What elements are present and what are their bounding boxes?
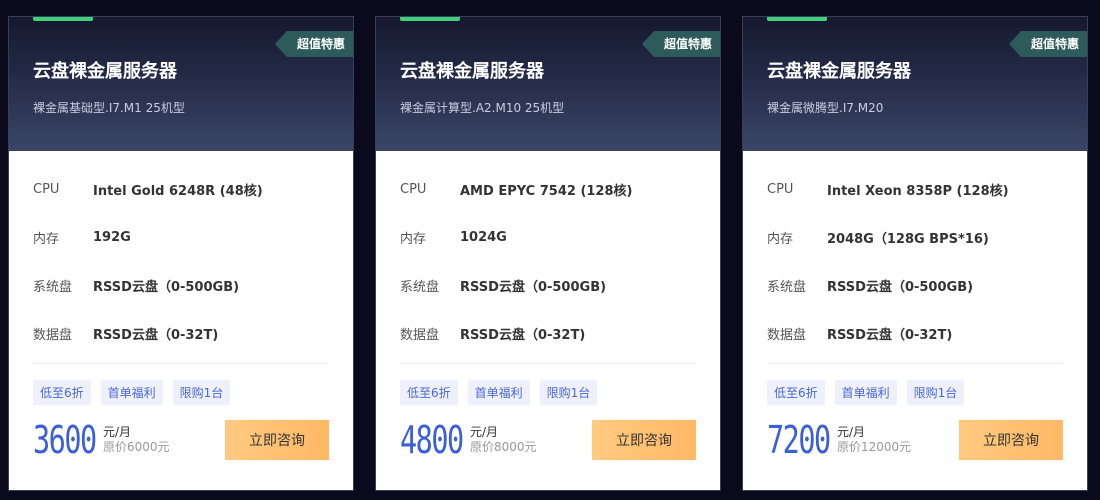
spec-label: 内存 — [400, 231, 427, 247]
promo-tag: 限购1台 — [539, 380, 598, 405]
promo-tag: 首单福利 — [834, 380, 897, 405]
spec-value: RSSD云盘（0-500GB) — [93, 279, 240, 295]
spec-label: 系统盘 — [767, 279, 807, 295]
spec-label: 系统盘 — [400, 279, 440, 295]
spec-row: 内存 1024G — [400, 213, 696, 261]
spec-row: CPU Intel Gold 6248R (48核) — [33, 165, 329, 213]
card-header: 超值特惠 云盘裸金属服务器 裸金属基础型.I7.M1 25机型 — [9, 17, 353, 151]
spec-row: 内存 2048G（128G BPS*16) — [767, 213, 1063, 261]
card-title: 云盘裸金属服务器 — [400, 61, 544, 82]
spec-row: 数据盘 RSSD云盘（0-32T) — [400, 309, 696, 357]
spec-value: Intel Gold 6248R (48核) — [93, 183, 263, 199]
spec-row: 系统盘 RSSD云盘（0-500GB) — [33, 261, 329, 309]
spec-value: RSSD云盘（0-32T) — [93, 327, 219, 343]
price-area: 4800 元/月 原价8000元 立即咨询 — [400, 418, 696, 462]
price-area: 3600 元/月 原价6000元 立即咨询 — [33, 418, 329, 462]
spec-value: AMD EPYC 7542 (128核) — [460, 183, 633, 199]
spec-label: 系统盘 — [33, 279, 73, 295]
deal-badge: 超值特惠 — [275, 31, 353, 57]
promo-tag: 首单福利 — [467, 380, 530, 405]
promo-tag: 低至6折 — [400, 380, 458, 405]
spec-value: RSSD云盘（0-500GB) — [460, 279, 607, 295]
consult-button[interactable]: 立即咨询 — [225, 420, 329, 460]
promo-tag: 首单福利 — [100, 380, 163, 405]
spec-row: CPU Intel Xeon 8358P (128核) — [767, 165, 1063, 213]
price: 7200 — [767, 418, 831, 462]
original-price: 原价6000元 — [103, 440, 170, 454]
card-title: 云盘裸金属服务器 — [33, 61, 177, 82]
spec-value: 1024G — [460, 229, 507, 245]
divider — [400, 363, 696, 364]
price-unit: 元/月 — [103, 425, 132, 439]
divider — [767, 363, 1063, 364]
spec-row: 数据盘 RSSD云盘（0-32T) — [33, 309, 329, 357]
spec-label: CPU — [33, 181, 60, 197]
price: 3600 — [33, 418, 97, 462]
accent-bar — [33, 17, 93, 21]
spec-row: 数据盘 RSSD云盘（0-32T) — [767, 309, 1063, 357]
tag-list: 低至6折 首单福利 限购1台 — [376, 364, 720, 405]
spec-value: 192G — [93, 229, 131, 245]
deal-badge: 超值特惠 — [1009, 31, 1087, 57]
accent-bar — [767, 17, 827, 21]
price-area: 7200 元/月 原价12000元 立即咨询 — [767, 418, 1063, 462]
card-subtitle: 裸金属基础型.I7.M1 25机型 — [33, 101, 185, 115]
consult-button[interactable]: 立即咨询 — [959, 420, 1063, 460]
spec-row: CPU AMD EPYC 7542 (128核) — [400, 165, 696, 213]
product-card: 超值特惠 云盘裸金属服务器 裸金属计算型.A2.M10 25机型 CPU AMD … — [375, 16, 721, 491]
spec-list: CPU AMD EPYC 7542 (128核) 内存 1024G 系统盘 RSSD云盘（… — [376, 151, 720, 357]
promo-tag: 低至6折 — [767, 380, 825, 405]
product-card: 超值特惠 云盘裸金属服务器 裸金属微腾型.I7.M20 CPU Intel Xeo… — [742, 16, 1088, 491]
promo-tag: 限购1台 — [906, 380, 965, 405]
tag-list: 低至6折 首单福利 限购1台 — [9, 364, 353, 405]
spec-label: 数据盘 — [33, 327, 73, 343]
card-subtitle: 裸金属微腾型.I7.M20 — [767, 101, 884, 115]
spec-value: RSSD云盘（0-32T) — [460, 327, 586, 343]
spec-row: 系统盘 RSSD云盘（0-500GB) — [400, 261, 696, 309]
card-header: 超值特惠 云盘裸金属服务器 裸金属微腾型.I7.M20 — [743, 17, 1087, 151]
card-header: 超值特惠 云盘裸金属服务器 裸金属计算型.A2.M10 25机型 — [376, 17, 720, 151]
price: 4800 — [400, 418, 464, 462]
accent-bar — [400, 17, 460, 21]
spec-list: CPU Intel Gold 6248R (48核) 内存 192G 系统盘 RSSD云盘… — [9, 151, 353, 357]
spec-label: 内存 — [767, 231, 794, 247]
promo-tag: 低至6折 — [33, 380, 91, 405]
spec-value: 2048G（128G BPS*16) — [827, 231, 989, 247]
original-price: 原价8000元 — [470, 440, 537, 454]
spec-row: 内存 192G — [33, 213, 329, 261]
spec-value: Intel Xeon 8358P (128核) — [827, 183, 1009, 199]
promo-tag: 限购1台 — [172, 380, 231, 405]
spec-label: CPU — [767, 181, 794, 197]
spec-list: CPU Intel Xeon 8358P (128核) 内存 2048G（128G B… — [743, 151, 1087, 357]
spec-label: 数据盘 — [767, 327, 807, 343]
spec-label: CPU — [400, 181, 427, 197]
divider — [33, 363, 329, 364]
spec-label: 内存 — [33, 231, 60, 247]
spec-value: RSSD云盘（0-32T) — [827, 327, 953, 343]
spec-value: RSSD云盘（0-500GB) — [827, 279, 974, 295]
card-title: 云盘裸金属服务器 — [767, 61, 911, 82]
spec-label: 数据盘 — [400, 327, 440, 343]
product-card: 超值特惠 云盘裸金属服务器 裸金属基础型.I7.M1 25机型 CPU Intel… — [8, 16, 354, 491]
price-unit: 元/月 — [837, 425, 866, 439]
card-subtitle: 裸金属计算型.A2.M10 25机型 — [400, 101, 565, 115]
original-price: 原价12000元 — [837, 440, 912, 454]
spec-row: 系统盘 RSSD云盘（0-500GB) — [767, 261, 1063, 309]
deal-badge: 超值特惠 — [642, 31, 720, 57]
tag-list: 低至6折 首单福利 限购1台 — [743, 364, 1087, 405]
price-unit: 元/月 — [470, 425, 499, 439]
consult-button[interactable]: 立即咨询 — [592, 420, 696, 460]
